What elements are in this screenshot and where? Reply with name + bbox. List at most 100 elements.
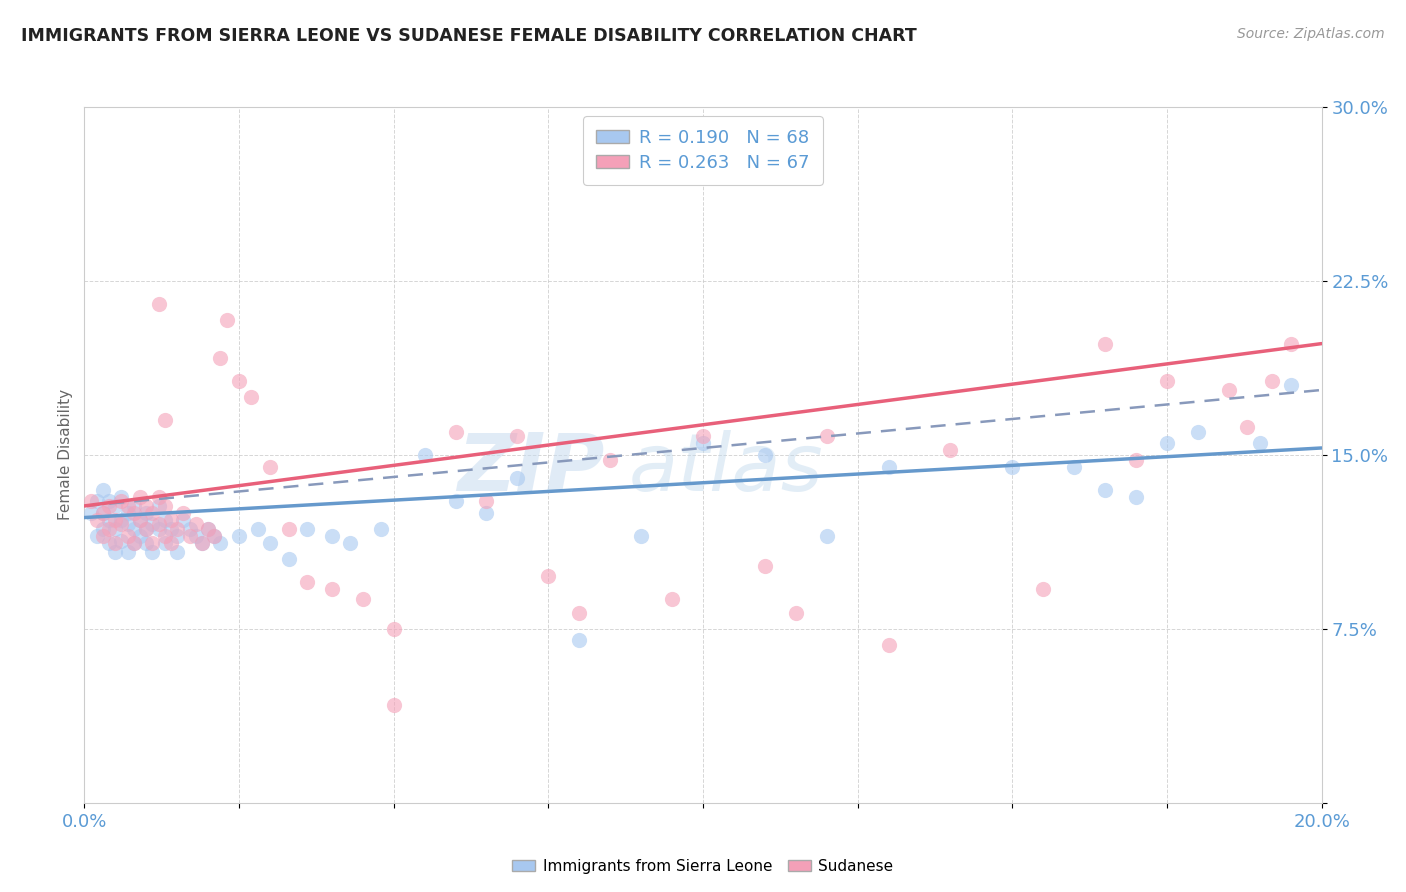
Point bbox=[1249, 436, 1271, 450]
Point bbox=[1279, 336, 1302, 351]
Point bbox=[153, 413, 176, 427]
Point bbox=[939, 443, 962, 458]
Point bbox=[692, 429, 714, 443]
Point bbox=[91, 506, 114, 520]
Point bbox=[1125, 490, 1147, 504]
Point bbox=[202, 529, 225, 543]
Point bbox=[153, 529, 176, 543]
Point bbox=[228, 529, 250, 543]
Point bbox=[1236, 420, 1258, 434]
Point bbox=[148, 522, 170, 536]
Point bbox=[1094, 336, 1116, 351]
Point bbox=[86, 529, 108, 543]
Point bbox=[110, 490, 132, 504]
Point bbox=[104, 499, 127, 513]
Point bbox=[98, 494, 121, 508]
Point bbox=[352, 591, 374, 606]
Point bbox=[1063, 459, 1085, 474]
Point bbox=[129, 513, 152, 527]
Point bbox=[444, 494, 467, 508]
Point bbox=[160, 536, 183, 550]
Point bbox=[141, 506, 163, 520]
Point bbox=[104, 522, 127, 536]
Point bbox=[184, 529, 207, 543]
Point bbox=[122, 499, 145, 513]
Point bbox=[141, 545, 163, 559]
Point bbox=[475, 494, 498, 508]
Point bbox=[197, 522, 219, 536]
Point bbox=[98, 536, 121, 550]
Point bbox=[568, 606, 591, 620]
Y-axis label: Female Disability: Female Disability bbox=[58, 389, 73, 521]
Point bbox=[568, 633, 591, 648]
Point bbox=[599, 452, 621, 467]
Text: Source: ZipAtlas.com: Source: ZipAtlas.com bbox=[1237, 27, 1385, 41]
Point bbox=[184, 517, 207, 532]
Point bbox=[135, 536, 157, 550]
Legend: Immigrants from Sierra Leone, Sudanese: Immigrants from Sierra Leone, Sudanese bbox=[506, 853, 900, 880]
Point bbox=[259, 459, 281, 474]
Point bbox=[104, 545, 127, 559]
Point bbox=[153, 536, 176, 550]
Point bbox=[754, 448, 776, 462]
Point bbox=[1125, 452, 1147, 467]
Point bbox=[1001, 459, 1024, 474]
Point bbox=[475, 506, 498, 520]
Point bbox=[117, 529, 139, 543]
Point bbox=[754, 559, 776, 574]
Point bbox=[382, 622, 405, 636]
Point bbox=[91, 506, 114, 520]
Point bbox=[141, 536, 163, 550]
Point bbox=[98, 522, 121, 536]
Point bbox=[339, 536, 361, 550]
Point bbox=[110, 533, 132, 548]
Point bbox=[209, 536, 232, 550]
Point bbox=[1156, 374, 1178, 388]
Point bbox=[166, 529, 188, 543]
Text: ZIP: ZIP bbox=[457, 430, 605, 508]
Point bbox=[1261, 374, 1284, 388]
Point bbox=[630, 529, 652, 543]
Point bbox=[153, 499, 176, 513]
Point bbox=[179, 522, 201, 536]
Point bbox=[815, 429, 838, 443]
Text: IMMIGRANTS FROM SIERRA LEONE VS SUDANESE FEMALE DISABILITY CORRELATION CHART: IMMIGRANTS FROM SIERRA LEONE VS SUDANESE… bbox=[21, 27, 917, 45]
Point bbox=[1218, 383, 1240, 397]
Point bbox=[692, 436, 714, 450]
Point bbox=[295, 522, 318, 536]
Point bbox=[413, 448, 436, 462]
Point bbox=[228, 374, 250, 388]
Point bbox=[321, 582, 343, 597]
Point bbox=[122, 536, 145, 550]
Point bbox=[86, 494, 108, 508]
Point bbox=[129, 529, 152, 543]
Point bbox=[202, 529, 225, 543]
Point bbox=[321, 529, 343, 543]
Point bbox=[160, 522, 183, 536]
Point bbox=[277, 522, 299, 536]
Point bbox=[506, 429, 529, 443]
Point bbox=[98, 499, 121, 513]
Point bbox=[661, 591, 683, 606]
Point bbox=[1032, 582, 1054, 597]
Point bbox=[110, 494, 132, 508]
Point bbox=[506, 471, 529, 485]
Point bbox=[110, 517, 132, 532]
Point bbox=[148, 297, 170, 311]
Point bbox=[141, 517, 163, 532]
Point bbox=[117, 545, 139, 559]
Point bbox=[110, 513, 132, 527]
Point bbox=[1094, 483, 1116, 497]
Point bbox=[1279, 378, 1302, 392]
Point bbox=[122, 506, 145, 520]
Point bbox=[91, 483, 114, 497]
Point bbox=[79, 494, 101, 508]
Point bbox=[877, 459, 900, 474]
Point bbox=[86, 513, 108, 527]
Point bbox=[191, 536, 214, 550]
Point bbox=[148, 499, 170, 513]
Point bbox=[240, 390, 263, 404]
Point bbox=[382, 698, 405, 713]
Point bbox=[259, 536, 281, 550]
Point bbox=[166, 545, 188, 559]
